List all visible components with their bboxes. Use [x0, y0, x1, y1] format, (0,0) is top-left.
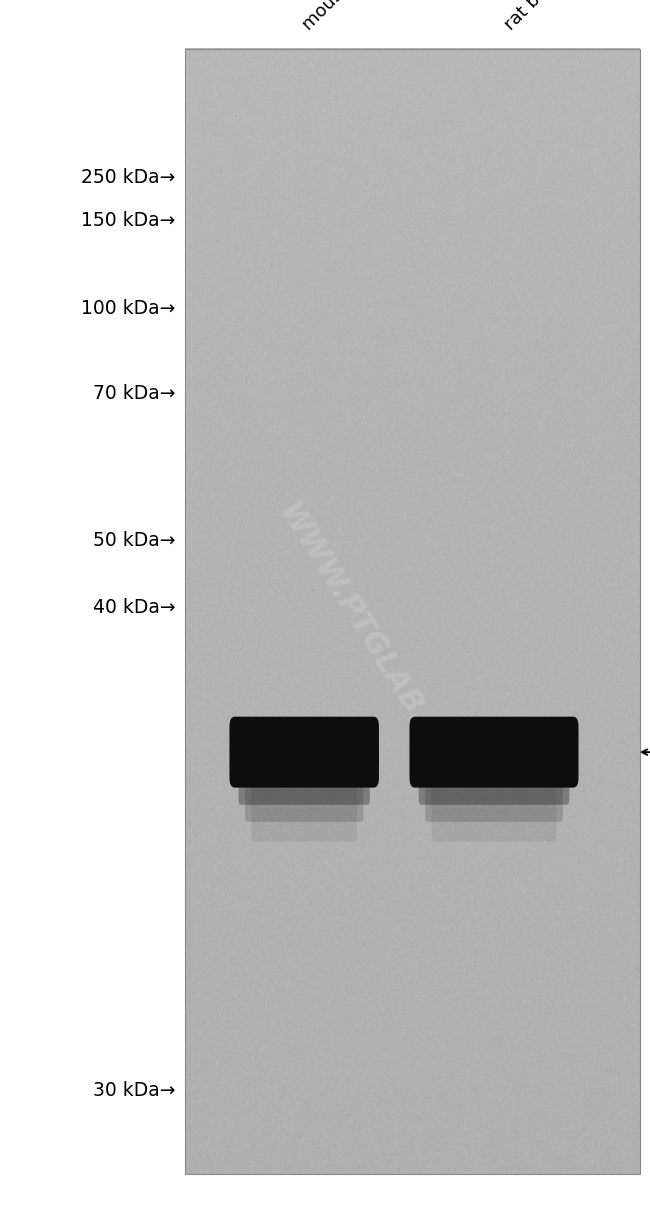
- FancyBboxPatch shape: [239, 767, 370, 805]
- Text: 40 kDa→: 40 kDa→: [93, 598, 176, 618]
- FancyBboxPatch shape: [432, 767, 556, 841]
- Text: WWW.PTGLAB.COM: WWW.PTGLAB.COM: [273, 499, 474, 797]
- FancyBboxPatch shape: [245, 767, 363, 822]
- FancyBboxPatch shape: [252, 767, 357, 841]
- Text: 70 kDa→: 70 kDa→: [93, 384, 176, 404]
- Text: 100 kDa→: 100 kDa→: [81, 298, 176, 318]
- FancyBboxPatch shape: [229, 717, 379, 788]
- FancyBboxPatch shape: [425, 767, 563, 822]
- Text: 50 kDa→: 50 kDa→: [93, 531, 176, 550]
- FancyBboxPatch shape: [410, 717, 578, 788]
- Text: rat brain: rat brain: [500, 0, 569, 34]
- Text: 150 kDa→: 150 kDa→: [81, 210, 176, 230]
- Text: 250 kDa→: 250 kDa→: [81, 168, 176, 187]
- Text: 30 kDa→: 30 kDa→: [93, 1081, 176, 1101]
- Bar: [185, 49, 640, 1174]
- Text: mouse brain: mouse brain: [299, 0, 392, 34]
- FancyBboxPatch shape: [419, 767, 569, 805]
